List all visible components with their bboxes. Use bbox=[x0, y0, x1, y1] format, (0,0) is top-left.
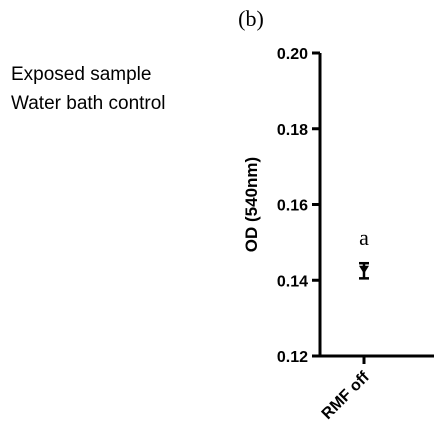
plot-marks: a bbox=[359, 225, 369, 280]
y-tick-label: 0.14 bbox=[277, 273, 308, 290]
y-axis-title: OD (540nm) bbox=[242, 157, 261, 252]
y-tick-label: 0.12 bbox=[277, 349, 308, 366]
x-axis: RMF off bbox=[318, 354, 434, 423]
legend-entry-control: Water bath control bbox=[11, 93, 166, 114]
y-tick-label: 0.18 bbox=[277, 122, 308, 139]
panel-label: (b) bbox=[238, 6, 264, 31]
annotation-label: a bbox=[359, 225, 369, 250]
y-axis: 0.12 0.14 0.16 0.18 0.20 bbox=[277, 46, 322, 366]
y-tick-label: 0.20 bbox=[277, 46, 308, 63]
data-point bbox=[359, 265, 369, 274]
legend-entry-exposed: Exposed sample bbox=[11, 64, 151, 85]
legend: Exposed sample Water bath control bbox=[11, 64, 166, 114]
x-tick-label: RMF off bbox=[319, 368, 374, 423]
y-tick-label: 0.16 bbox=[277, 198, 308, 215]
